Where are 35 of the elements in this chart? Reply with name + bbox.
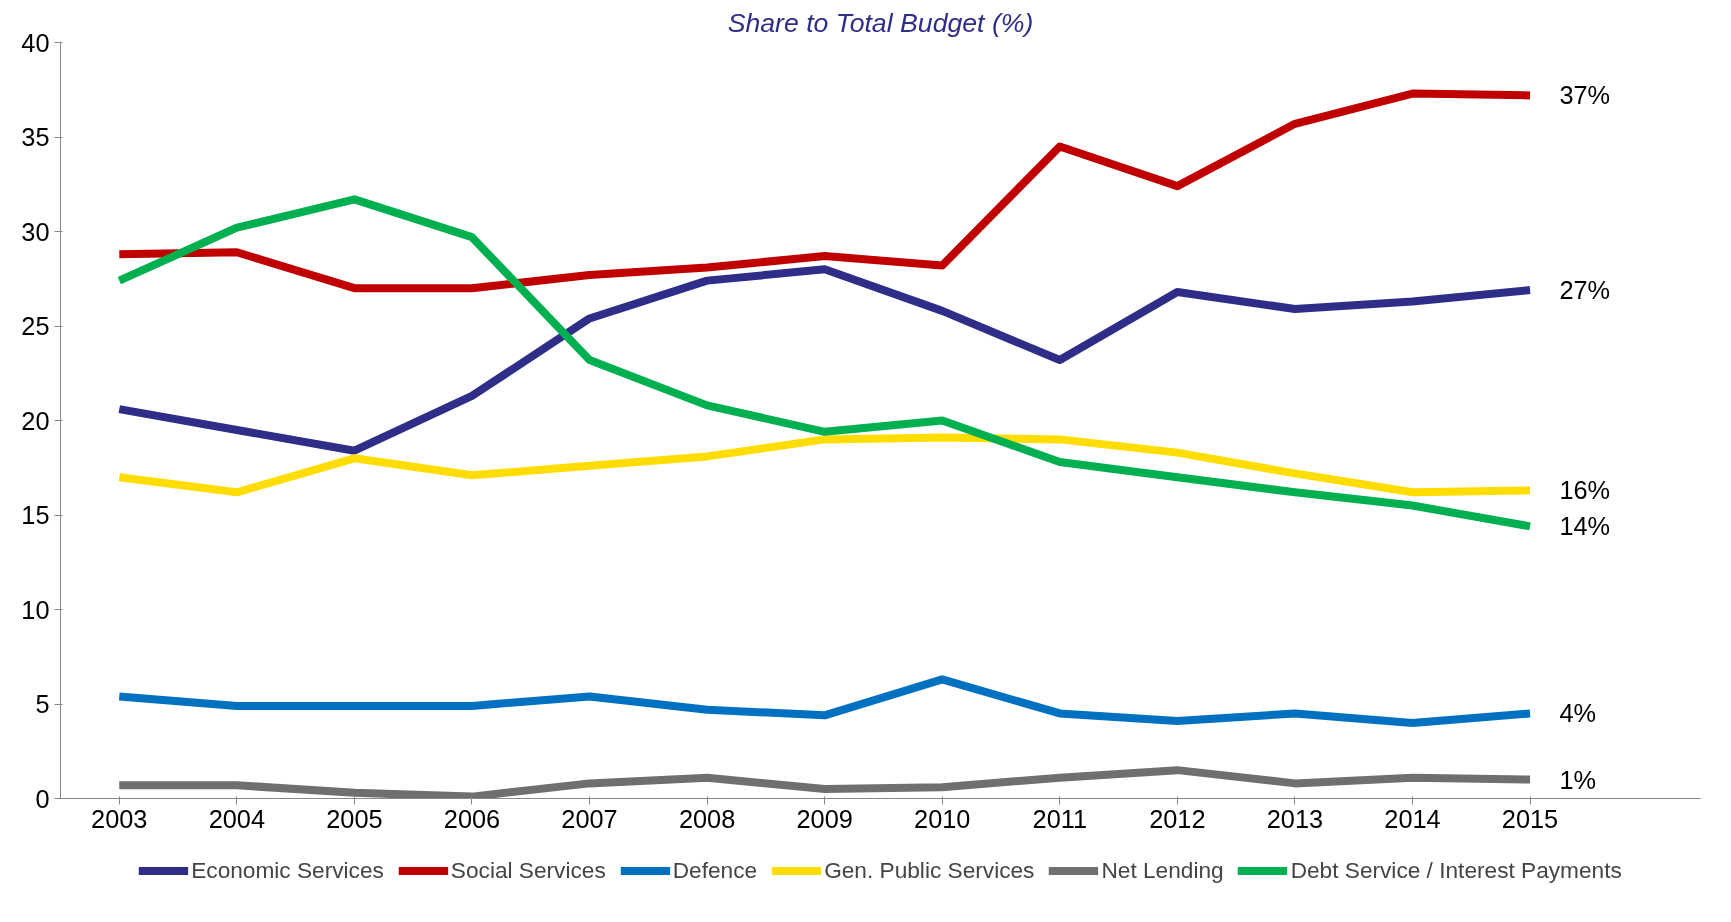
y-tick-label: 5 bbox=[35, 690, 50, 718]
y-tick-label: 20 bbox=[21, 406, 50, 435]
annotation: 4% bbox=[1559, 699, 1597, 728]
x-tick-label: 2007 bbox=[561, 804, 618, 833]
x-tick-label: 2014 bbox=[1384, 804, 1441, 833]
legend-label: Defence bbox=[672, 856, 758, 884]
y-tick-label: 15 bbox=[21, 501, 50, 529]
x-tick-label: 2011 bbox=[1032, 804, 1088, 833]
x-tick-label: 2013 bbox=[1266, 804, 1324, 833]
y-tick-label: 25 bbox=[21, 312, 50, 340]
y-tick-label: 0 bbox=[35, 784, 50, 813]
x-tick-label: 2012 bbox=[1149, 804, 1206, 833]
annotation: 27% bbox=[1559, 276, 1611, 305]
annotation: 1% bbox=[1559, 765, 1597, 794]
legend-label: Economic Services bbox=[191, 856, 384, 884]
y-tick-label: 40 bbox=[21, 28, 50, 57]
y-tick-label: 30 bbox=[21, 217, 50, 246]
annotation: 16% bbox=[1559, 476, 1611, 505]
x-tick-label: 2003 bbox=[91, 804, 148, 833]
legend-label: Net Lending bbox=[1101, 856, 1224, 884]
x-tick-label: 2006 bbox=[443, 804, 501, 833]
x-tick-label: 2008 bbox=[678, 804, 736, 833]
legend-label: Social Services bbox=[450, 856, 606, 884]
chart-title: Share to Total Budget (%) bbox=[727, 7, 1034, 38]
y-tick-label: 35 bbox=[21, 123, 50, 151]
x-tick-label: 2010 bbox=[914, 804, 971, 833]
x-tick-label: 2004 bbox=[208, 804, 266, 833]
x-tick-label: 2009 bbox=[796, 804, 853, 833]
annotation: 37% bbox=[1559, 81, 1611, 110]
annotation: 14% bbox=[1559, 512, 1611, 541]
legend-label: Gen. Public Services bbox=[824, 856, 1035, 884]
x-tick-label: 2005 bbox=[326, 804, 383, 833]
x-tick-label: 2015 bbox=[1501, 804, 1559, 833]
y-tick-label: 10 bbox=[21, 595, 50, 624]
legend-label: Debt Service / Interest Payments bbox=[1290, 856, 1622, 884]
